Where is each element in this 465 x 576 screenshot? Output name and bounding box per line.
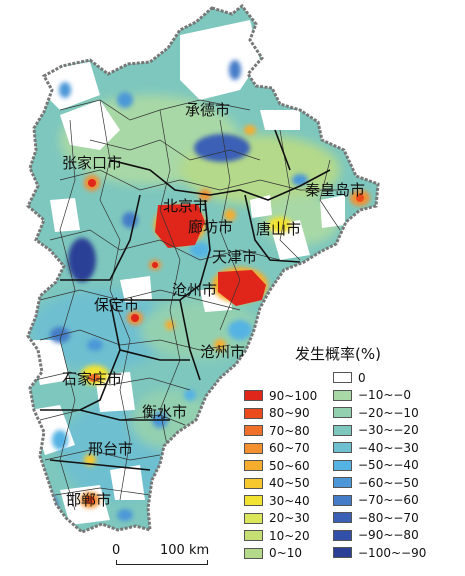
- legend-positive-swatch: [244, 512, 263, 524]
- legend-negative-item: −40~−30: [333, 439, 426, 457]
- legend-negative-item: −90~−80: [333, 527, 426, 545]
- legend-negative-item: −30~−20: [333, 422, 426, 440]
- legend-negative-label: −20~−10: [358, 405, 419, 420]
- legend-negative-label: −60~−50: [358, 475, 419, 490]
- city-label-chengde: 承德市: [185, 101, 231, 119]
- legend-negative-swatch: [333, 547, 352, 559]
- legend-negative-swatch: [333, 459, 352, 471]
- legend-positive-swatch: [244, 530, 263, 542]
- scale-end-label: 100 km: [160, 543, 210, 558]
- legend-positive-swatch: [244, 390, 263, 402]
- city-label-handan: 邯郸市: [66, 491, 112, 509]
- legend-positive-label: 40~50: [269, 476, 310, 491]
- legend-negative-swatch: [333, 494, 352, 506]
- legend-positive-swatch: [244, 477, 263, 489]
- legend-positive-label: 60~70: [269, 441, 310, 456]
- legend-negative-label: −30~−20: [358, 423, 419, 438]
- legend-negative-label: −100~−90: [358, 545, 427, 560]
- legend-negative: 0 −10~−0 −20~−10 −30~−20 −40~−30 −50~−40 −60~−…: [333, 369, 426, 562]
- scale-bar: 0 100 km: [110, 543, 230, 569]
- city-label-langfang: 廊坊市: [188, 218, 234, 236]
- city-label-cangzhou: 沧州市: [172, 281, 218, 299]
- legend-negative-label: −70~−60: [358, 493, 419, 508]
- legend-negative-item: −50~−40: [333, 457, 426, 475]
- legend-positive-item: 20~30: [244, 510, 317, 528]
- legend-positive-swatch: [244, 425, 263, 437]
- legend-positive-item: 0~10: [244, 545, 317, 563]
- legend-positive-item: 40~50: [244, 475, 317, 493]
- city-label-cangzhou-2: 沧州市: [200, 343, 246, 361]
- city-label-baoding: 保定市: [94, 296, 140, 314]
- legend-positive-item: 60~70: [244, 440, 317, 458]
- scale-start-label: 0: [112, 543, 121, 558]
- city-label-qinhuangdao: 秦皇岛市: [305, 181, 366, 199]
- legend-negative-item: 0: [333, 369, 426, 387]
- legend-negative-label: 0: [358, 370, 366, 385]
- legend-negative-swatch: [333, 512, 352, 524]
- legend-positive-item: 10~20: [244, 527, 317, 545]
- legend-positive-swatch: [244, 442, 263, 454]
- legend-positive-item: 90~100: [244, 387, 317, 405]
- legend-positive-label: 80~90: [269, 406, 310, 421]
- legend-positive-label: 30~40: [269, 493, 310, 508]
- legend-negative-item: −70~−60: [333, 492, 426, 510]
- city-label-tianjin: 天津市: [212, 248, 258, 266]
- legend-positive-item: 80~90: [244, 405, 317, 423]
- city-label-hengshui: 衡水市: [142, 403, 188, 421]
- legend-positive-label: 90~100: [269, 388, 318, 403]
- legend-negative-swatch: [333, 389, 352, 401]
- legend-negative-item: −60~−50: [333, 474, 426, 492]
- legend-positive-label: 20~30: [269, 511, 310, 526]
- legend-negative-label: −80~−70: [358, 510, 419, 525]
- city-label-zhangjiakou: 张家口市: [62, 154, 123, 172]
- legend-positive-label: 10~20: [269, 528, 310, 543]
- city-label-tangshan: 唐山市: [256, 220, 302, 238]
- legend-negative-label: −10~−0: [358, 388, 412, 403]
- legend-negative-label: −40~−30: [358, 440, 419, 455]
- city-label-shijiazhuang: 石家庄市: [62, 370, 123, 388]
- legend-positive-item: 70~80: [244, 422, 317, 440]
- legend-negative-swatch: [333, 442, 352, 454]
- legend-negative-label: −50~−40: [358, 458, 419, 473]
- legend-negative-item: −10~−0: [333, 387, 426, 405]
- scale-bar-line: [116, 560, 208, 565]
- legend-negative-label: −90~−80: [358, 528, 419, 543]
- legend-positive-item: 30~40: [244, 492, 317, 510]
- legend-positive-swatch: [244, 495, 263, 507]
- legend-negative-item: −100~−90: [333, 544, 426, 562]
- legend-positive-label: 70~80: [269, 423, 310, 438]
- legend-positive-swatch: [244, 460, 263, 472]
- legend-positive-label: 50~60: [269, 458, 310, 473]
- legend-positive-item: 50~60: [244, 457, 317, 475]
- legend-positive-label: 0~10: [269, 546, 302, 561]
- legend-positive-swatch: [244, 407, 263, 419]
- legend-positive-swatch: [244, 547, 263, 559]
- legend-negative-swatch: [333, 424, 352, 436]
- region-outline: [26, 3, 380, 534]
- legend-negative-item: −20~−10: [333, 404, 426, 422]
- legend-title: 发生概率(%): [295, 345, 381, 363]
- legend-negative-swatch: [333, 529, 352, 541]
- city-label-xingtai: 邢台市: [88, 440, 134, 458]
- legend-negative-item: −80~−70: [333, 509, 426, 527]
- legend-negative-swatch: [333, 407, 352, 419]
- legend-positive: 90~100 80~90 70~80 60~70 50~60 40~50 30~40 20~3…: [244, 387, 317, 562]
- legend-negative-swatch: [333, 372, 352, 384]
- legend-negative-swatch: [333, 477, 352, 489]
- city-label-beijing: 北京市: [163, 197, 209, 215]
